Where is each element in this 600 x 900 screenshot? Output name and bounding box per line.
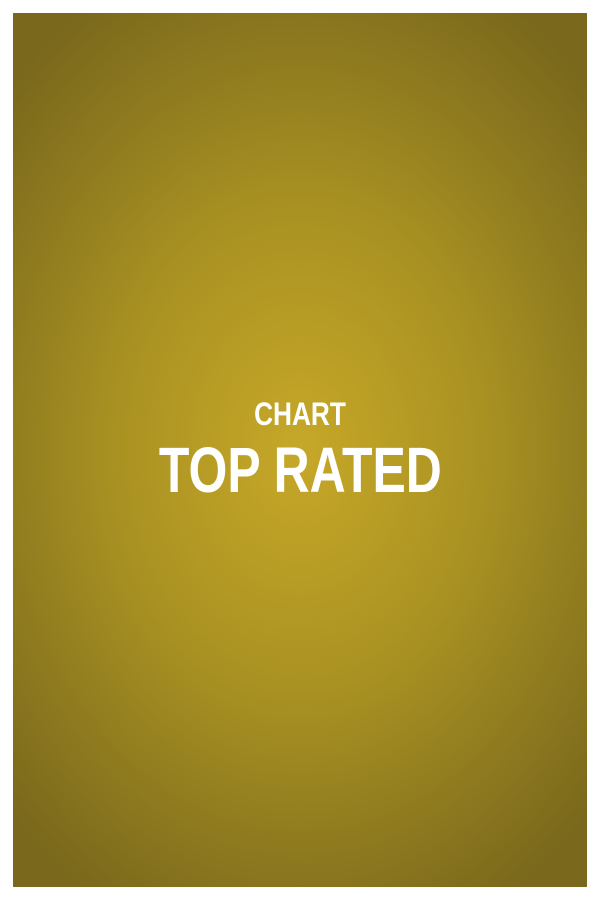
poster-card[interactable]: CHART TOP RATED — [13, 13, 587, 887]
poster-eyebrow: CHART — [254, 396, 346, 432]
poster-title: TOP RATED — [158, 434, 442, 506]
poster-text-block: CHART TOP RATED — [119, 398, 482, 502]
